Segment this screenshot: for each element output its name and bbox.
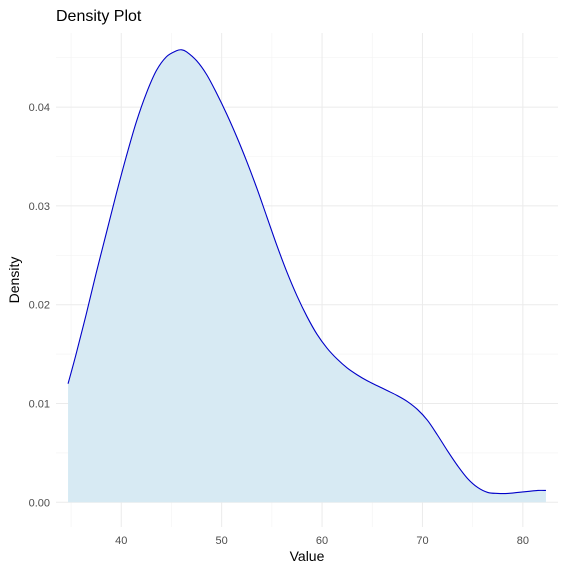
x-tick-label: 70 — [416, 535, 428, 547]
y-tick-label: 0.00 — [29, 497, 50, 509]
x-tick-label: 80 — [517, 535, 529, 547]
y-axis-title: Density — [6, 257, 22, 304]
density-line — [67, 49, 546, 495]
x-axis-title: Value — [290, 548, 325, 564]
y-tick-label: 0.04 — [29, 102, 50, 114]
tick-labels: 40 50 60 70 80 0.00 0.01 0.02 0.03 0.04 — [29, 102, 529, 547]
x-tick-label: 60 — [316, 535, 328, 547]
x-tick-label: 40 — [115, 535, 127, 547]
y-tick-label: 0.01 — [29, 399, 50, 411]
x-tick-label: 50 — [216, 535, 228, 547]
y-tick-label: 0.03 — [29, 201, 50, 213]
y-tick-label: 0.02 — [29, 300, 50, 312]
density-area — [68, 49, 546, 503]
chart-title: Density Plot — [56, 8, 142, 25]
